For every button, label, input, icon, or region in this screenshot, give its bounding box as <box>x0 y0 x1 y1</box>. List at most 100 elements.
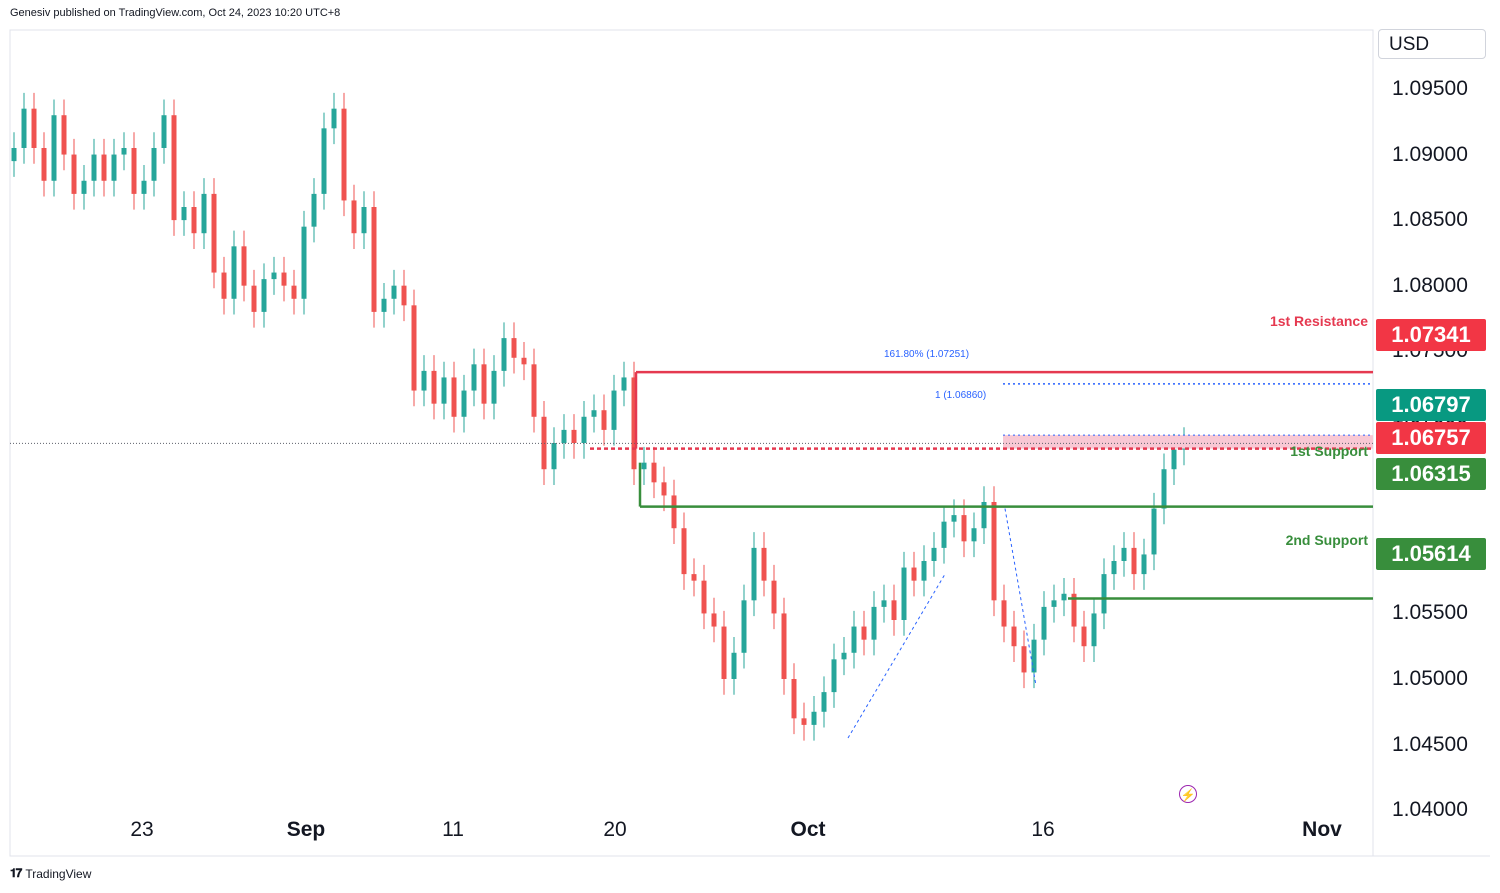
fib-trend-1 <box>847 573 946 739</box>
candle-body <box>421 370 427 391</box>
candle-body <box>11 148 17 162</box>
prev-close-price-tag: 1.06757 <box>1376 422 1486 454</box>
candle-body <box>621 377 627 391</box>
candle-body <box>811 711 817 725</box>
candle-body <box>1021 646 1027 673</box>
candle-body <box>241 246 247 286</box>
candle-body <box>1111 561 1117 575</box>
candle-body <box>761 547 767 581</box>
candle-body <box>251 285 257 312</box>
candle-body <box>891 600 897 620</box>
candle-body <box>1151 508 1157 555</box>
candle-body <box>391 285 397 299</box>
candle-body <box>701 580 707 614</box>
candle-body <box>211 193 217 273</box>
candle-body <box>71 154 77 194</box>
candle-body <box>551 443 557 470</box>
candle-body <box>801 718 807 725</box>
tradingview-logo-text: TradingView <box>25 866 92 881</box>
candle-body <box>221 272 227 299</box>
candle-body <box>741 600 747 653</box>
candle-body <box>1121 547 1127 561</box>
candle-body <box>331 108 337 129</box>
candle-body <box>781 613 787 679</box>
candle-body <box>291 285 297 299</box>
candle-body <box>821 692 827 712</box>
lightning-icon[interactable]: ⚡ <box>1179 785 1197 803</box>
candle-body <box>571 429 577 443</box>
candle-body <box>661 482 667 496</box>
candle-body <box>181 207 187 221</box>
candle-body <box>1101 574 1107 614</box>
candle-body <box>961 515 967 542</box>
support-1-price-tag: 1.06315 <box>1376 458 1486 490</box>
candle-body <box>751 547 757 601</box>
candle-body <box>91 154 97 181</box>
candle-body <box>461 390 467 417</box>
candle-body <box>911 567 917 581</box>
candle-body <box>691 574 697 581</box>
fib-zone <box>1003 435 1373 449</box>
candle-body <box>281 272 287 286</box>
candle-body <box>441 377 447 404</box>
price-tick-label: 1.09000 <box>1392 142 1468 166</box>
candle-body <box>531 364 537 417</box>
candle-body <box>191 207 197 234</box>
time-tick-label: Oct <box>790 818 826 841</box>
candle-body <box>321 128 327 194</box>
publisher-info: Genesiv published on TradingView.com, Oc… <box>10 7 341 19</box>
price-tick-label: 1.05000 <box>1392 667 1468 690</box>
candle-body <box>501 338 507 371</box>
candle-body <box>971 528 977 542</box>
candle-body <box>111 154 117 181</box>
price-tick-label: 1.05500 <box>1392 601 1468 625</box>
fib-161-label: 161.80% (1.07251) <box>884 349 970 360</box>
candle-body <box>101 154 107 181</box>
candle-body <box>271 272 277 280</box>
candle-body <box>731 652 737 679</box>
candle-body <box>81 180 87 194</box>
candle-body <box>151 148 157 181</box>
currency-button[interactable]: USD <box>1378 29 1486 59</box>
candle-body <box>31 108 37 148</box>
candle-body <box>371 207 377 312</box>
candle-body <box>681 528 687 575</box>
candle-body <box>161 115 167 148</box>
candle-body <box>481 364 487 404</box>
candle-body <box>601 410 607 430</box>
candle-body <box>1141 554 1147 575</box>
candle-body <box>1061 593 1067 601</box>
candle-body <box>471 364 477 391</box>
candle-body <box>1041 606 1047 640</box>
price-tick-label: 1.09500 <box>1392 77 1468 100</box>
candle-body <box>591 410 597 417</box>
price-tick-label: 1.04500 <box>1392 732 1468 756</box>
candle-body <box>981 502 987 529</box>
candle-body <box>901 567 907 620</box>
candle-body <box>841 652 847 660</box>
time-tick-label: Nov <box>1302 818 1342 841</box>
candles-group <box>11 92 1187 741</box>
candle-body <box>951 515 957 522</box>
candle-body <box>1001 600 1007 627</box>
candle-body <box>1071 593 1077 627</box>
price-tick-label: 1.04000 <box>1392 798 1468 822</box>
candle-body <box>41 148 47 181</box>
candle-body <box>311 193 317 227</box>
time-tick-label: Sep <box>286 818 326 841</box>
candle-body <box>121 148 127 155</box>
candle-body <box>51 115 57 181</box>
time-tick-label: 16 <box>1031 818 1055 841</box>
candle-body <box>871 606 877 640</box>
fib-1-label: 1 (1.06860) <box>935 390 987 401</box>
current-price-tag: 1.06797 <box>1376 389 1486 421</box>
candle-body <box>1131 547 1137 575</box>
price-tick-label: 1.08000 <box>1392 273 1468 297</box>
candle-body <box>931 547 937 561</box>
footer[interactable]: 𝟏𝟕 TradingView <box>10 866 91 881</box>
candle-body <box>1011 626 1017 647</box>
candle-body <box>851 626 857 653</box>
time-tick-label: 23 <box>130 818 154 841</box>
candle-body <box>411 305 417 391</box>
